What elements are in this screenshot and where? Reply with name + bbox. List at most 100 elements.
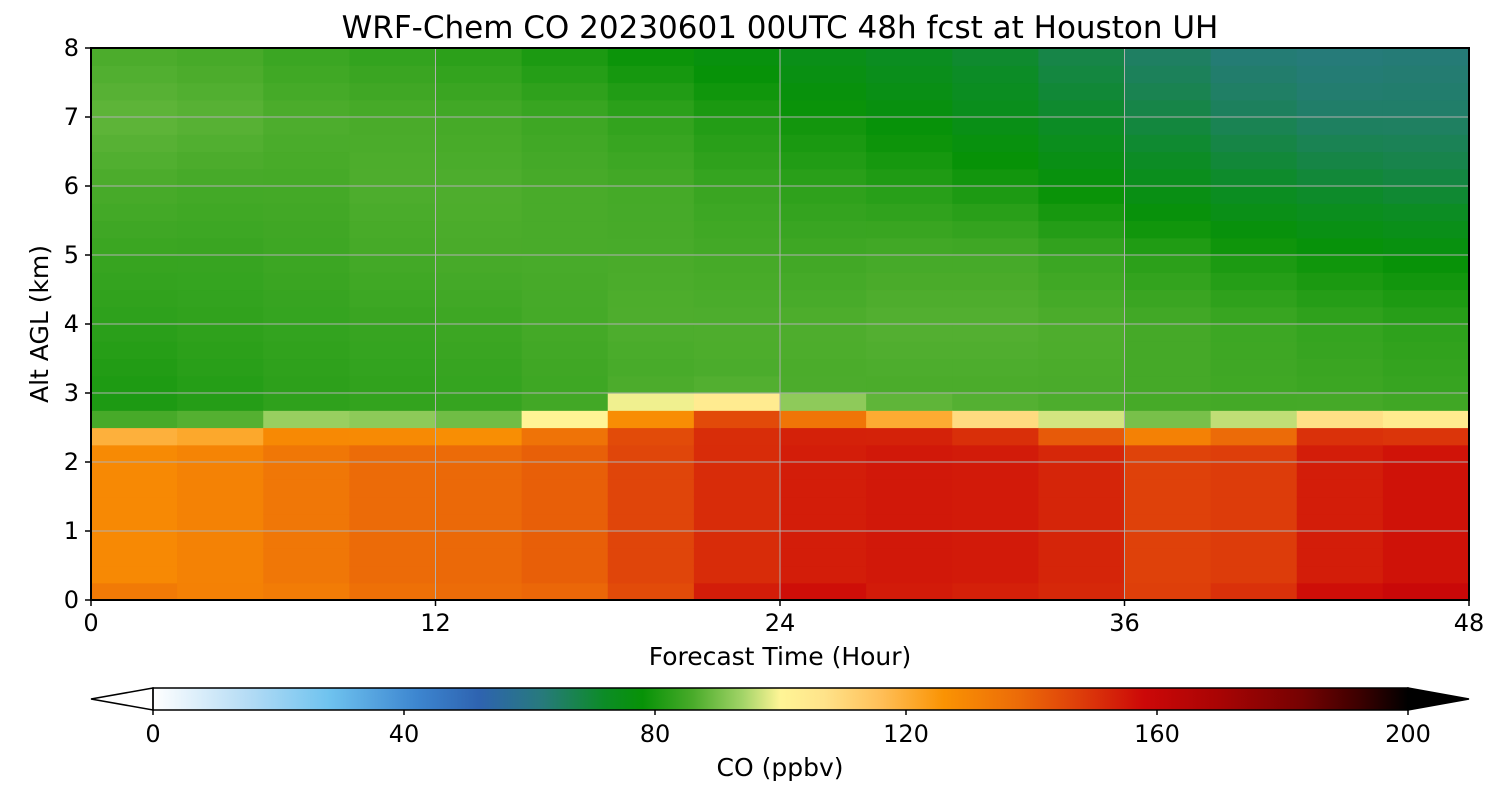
field-cell (866, 82, 953, 101)
field-cell (1382, 99, 1470, 118)
field-cell (1210, 427, 1298, 446)
field-cell (952, 513, 1039, 532)
field-cell (521, 393, 609, 411)
field-cell (91, 393, 178, 411)
field-cell (1382, 272, 1470, 291)
field-cell (952, 427, 1039, 446)
field-cell (1124, 548, 1212, 567)
field-cell (1124, 289, 1212, 308)
field-cell (866, 513, 953, 532)
colorbar-tick-label: 160 (1134, 720, 1180, 748)
field-cell (1210, 117, 1298, 135)
field-cell (1038, 462, 1126, 480)
field-cell (1038, 186, 1126, 204)
field-cell (435, 272, 523, 291)
field-cell (521, 151, 609, 170)
field-cell (780, 513, 867, 532)
field-cell (693, 82, 781, 101)
field-cell (952, 186, 1039, 204)
field-cell (780, 496, 867, 515)
field-cell (263, 479, 350, 498)
field-cell (263, 324, 350, 342)
y-tick-label: 3 (64, 379, 79, 407)
field-cell (952, 117, 1039, 135)
field-cell (91, 548, 178, 567)
colorbar-gradient (153, 688, 1408, 710)
field-cell (263, 237, 350, 256)
field-cell (349, 117, 437, 135)
field-cell (866, 168, 953, 187)
field-cell (349, 134, 437, 153)
y-axis-ticks: 0 1 2 3 4 5 6 7 8 (64, 34, 91, 614)
field-cell (435, 168, 523, 187)
field-cell (1296, 134, 1384, 153)
field-cell (1038, 375, 1126, 394)
field-cell (607, 565, 695, 584)
field-cell (177, 358, 264, 377)
field-cell (1210, 65, 1298, 84)
field-cell (1124, 99, 1212, 118)
field-cell (1038, 410, 1126, 429)
field-cell (693, 117, 781, 135)
field-cell (1124, 272, 1212, 291)
field-cell (1210, 462, 1298, 480)
field-cell (349, 324, 437, 342)
field-cell (1038, 548, 1126, 567)
field-cell (263, 462, 350, 480)
x-axis-ticks: 0 12 24 36 48 (83, 600, 1484, 637)
field-cell (349, 237, 437, 256)
field-cell (1296, 237, 1384, 256)
field-cell (1382, 306, 1470, 325)
field-cell (952, 444, 1039, 463)
field-cell (780, 117, 867, 135)
field-cell (263, 220, 350, 239)
field-cell (435, 289, 523, 308)
field-cell (1210, 324, 1298, 342)
field-cell (91, 255, 178, 273)
field-cell (780, 255, 867, 273)
field-cell (866, 341, 953, 360)
field-cell (521, 220, 609, 239)
field-cell (263, 341, 350, 360)
field-cell (435, 341, 523, 360)
field-cell (952, 255, 1039, 273)
field-cell (780, 358, 867, 377)
field-cell (1210, 410, 1298, 429)
field-cell (780, 65, 867, 84)
field-cell (1210, 565, 1298, 584)
field-cell (1038, 117, 1126, 135)
field-cell (1382, 117, 1470, 135)
field-cell (1124, 375, 1212, 394)
field-cell (263, 203, 350, 222)
field-cell (1210, 341, 1298, 360)
field-cell (91, 48, 178, 66)
field-cell (435, 324, 523, 342)
field-cell (521, 341, 609, 360)
field-cell (866, 531, 953, 549)
field-cell (607, 393, 695, 411)
field-cell (91, 444, 178, 463)
field-cell (1038, 582, 1126, 601)
field-cell (693, 324, 781, 342)
field-cell (780, 48, 867, 66)
field-cell (263, 168, 350, 187)
field-cell (952, 531, 1039, 549)
field-cell (263, 82, 350, 101)
field-cell (1210, 306, 1298, 325)
field-cell (263, 513, 350, 532)
field-cell (1382, 151, 1470, 170)
field-cell (866, 496, 953, 515)
field-cell (952, 462, 1039, 480)
field-cell (1038, 289, 1126, 308)
field-cell (435, 496, 523, 515)
colorbar-ticks: 0 40 80 120 160 200 (145, 710, 1431, 748)
field-cell (435, 375, 523, 394)
field-cell (177, 168, 264, 187)
field-cell (866, 134, 953, 153)
field-cell (693, 427, 781, 446)
field-cell (91, 375, 178, 394)
field-cell (952, 65, 1039, 84)
field-cell (952, 99, 1039, 118)
field-cell (263, 99, 350, 118)
x-tick-label: 36 (1109, 609, 1140, 637)
